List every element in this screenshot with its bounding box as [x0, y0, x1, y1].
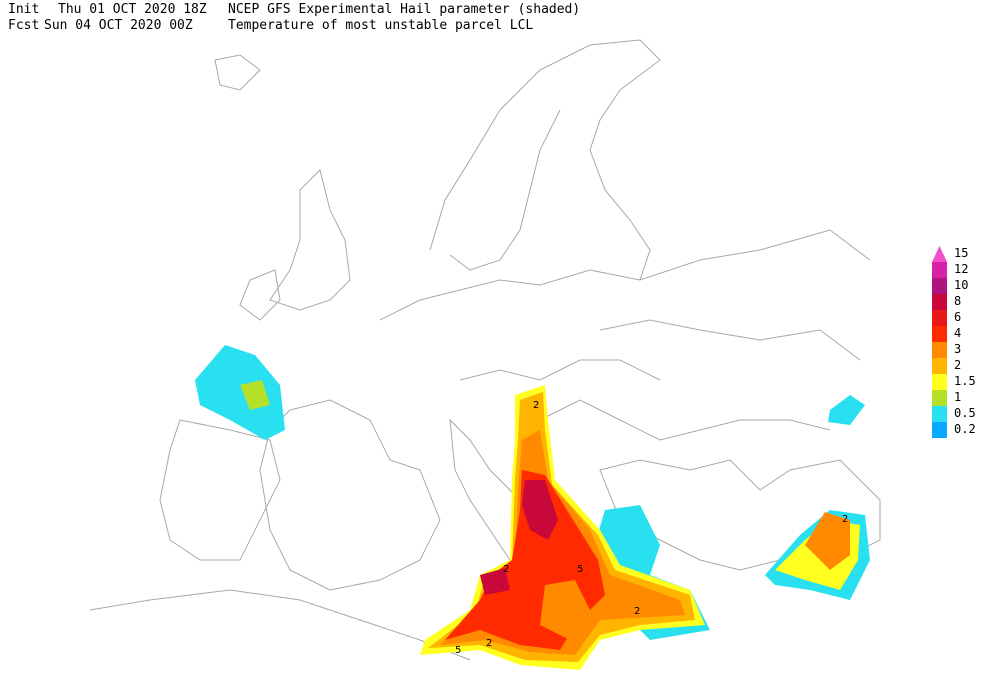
init-label: Init [8, 2, 39, 17]
contour-label: 2 [503, 564, 509, 575]
legend-label: 0.5 [954, 406, 976, 420]
legend-swatch [932, 294, 947, 310]
legend-swatch [932, 422, 947, 438]
legend-swatch [932, 262, 947, 278]
contour-label: 2 [486, 638, 492, 649]
legend-swatch [932, 390, 947, 406]
legend-label: 6 [954, 310, 961, 324]
legend-label: 10 [954, 278, 968, 292]
fcst-time: Sun 04 OCT 2020 00Z [44, 18, 193, 33]
legend-label: 12 [954, 262, 968, 276]
contour-label: 5 [455, 645, 461, 656]
subtitle: Temperature of most unstable parcel LCL [228, 18, 533, 33]
legend-label: 0.2 [954, 422, 976, 436]
contour-label: 2 [533, 400, 539, 411]
title: NCEP GFS Experimental Hail parameter (sh… [228, 2, 580, 17]
legend-swatch [932, 278, 947, 294]
legend-swatch [932, 310, 947, 326]
hail-shading [195, 345, 870, 670]
contour-label: 5 [577, 564, 583, 575]
contour-label: 2 [842, 514, 848, 525]
legend-swatch [932, 342, 947, 358]
init-time: Thu 01 OCT 2020 18Z [58, 2, 207, 17]
legend-label: 2 [954, 358, 961, 372]
legend: 15 12 10 8 6 4 3 2 1.5 1 0.5 0.2 [932, 246, 976, 438]
legend-label: 8 [954, 294, 961, 308]
coastlines [89, 39, 881, 661]
fcst-label: Fcst [8, 18, 39, 33]
legend-swatch [932, 326, 947, 342]
legend-swatch [932, 374, 947, 390]
contour-label: 2 [634, 606, 640, 617]
legend-swatch [932, 406, 947, 422]
legend-arrow [932, 246, 947, 262]
legend-label: 4 [954, 326, 961, 340]
contour-labels: 2 2 5 5 2 2 2 [455, 400, 848, 656]
legend-label: 1.5 [954, 374, 976, 388]
legend-label: 15 [954, 246, 968, 260]
legend-swatch [932, 358, 947, 374]
legend-label: 1 [954, 390, 961, 404]
legend-label: 3 [954, 342, 961, 356]
